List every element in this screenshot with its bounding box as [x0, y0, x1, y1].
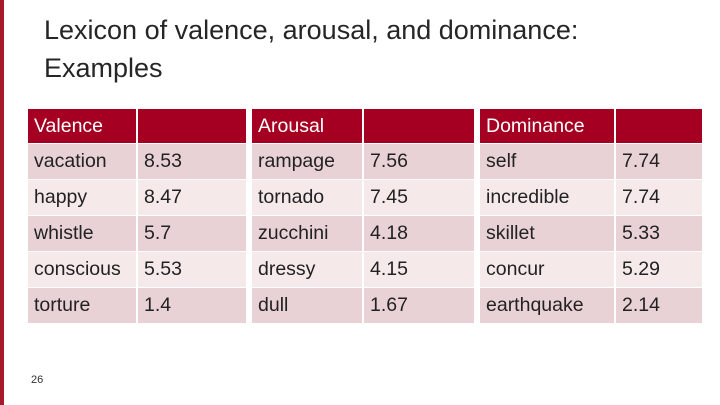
arousal-word: dull: [252, 288, 362, 323]
header-arousal: Arousal: [252, 109, 362, 143]
left-accent-rule: [0, 0, 4, 405]
dominance-score: 7.74: [616, 180, 702, 215]
dominance-word: concur: [480, 252, 614, 287]
header-valence-score: [138, 109, 246, 143]
slide-title-line-1: Lexicon of valence, arousal, and dominan…: [44, 15, 579, 45]
column-gap: [476, 288, 478, 323]
dominance-word: earthquake: [480, 288, 614, 323]
arousal-word: zucchini: [252, 216, 362, 251]
valence-word: torture: [28, 288, 136, 323]
dominance-word: incredible: [480, 180, 614, 215]
dominance-score: 5.29: [616, 252, 702, 287]
slide-title-line-2: Examples: [44, 53, 163, 83]
table-row: torture 1.4 dull 1.67 earthquake 2.14: [28, 288, 702, 323]
valence-word: vacation: [28, 144, 136, 179]
lexicon-table: Valence Arousal Dominance vacation 8.53 …: [26, 108, 704, 324]
arousal-score: 4.15: [364, 252, 474, 287]
column-gap: [476, 109, 478, 143]
column-gap: [476, 252, 478, 287]
valence-score: 5.7: [138, 216, 246, 251]
column-gap: [248, 216, 250, 251]
arousal-score: 7.45: [364, 180, 474, 215]
arousal-word: rampage: [252, 144, 362, 179]
valence-word: happy: [28, 180, 136, 215]
column-gap: [248, 109, 250, 143]
valence-score: 8.47: [138, 180, 246, 215]
valence-score: 1.4: [138, 288, 246, 323]
table-row: vacation 8.53 rampage 7.56 self 7.74: [28, 144, 702, 179]
column-gap: [476, 216, 478, 251]
valence-score: 8.53: [138, 144, 246, 179]
dominance-score: 5.33: [616, 216, 702, 251]
header-dominance-score: [616, 109, 702, 143]
dominance-score: 7.74: [616, 144, 702, 179]
column-gap: [476, 180, 478, 215]
arousal-score: 1.67: [364, 288, 474, 323]
column-gap: [248, 144, 250, 179]
slide-title: Lexicon of valence, arousal, and dominan…: [44, 11, 704, 87]
valence-score: 5.53: [138, 252, 246, 287]
dominance-word: self: [480, 144, 614, 179]
header-arousal-score: [364, 109, 474, 143]
valence-word: conscious: [28, 252, 136, 287]
valence-word: whistle: [28, 216, 136, 251]
table-row: whistle 5.7 zucchini 4.18 skillet 5.33: [28, 216, 702, 251]
table-row: conscious 5.53 dressy 4.15 concur 5.29: [28, 252, 702, 287]
column-gap: [248, 180, 250, 215]
dominance-score: 2.14: [616, 288, 702, 323]
arousal-word: tornado: [252, 180, 362, 215]
table-header-row: Valence Arousal Dominance: [28, 109, 702, 143]
arousal-word: dressy: [252, 252, 362, 287]
column-gap: [248, 288, 250, 323]
header-valence: Valence: [28, 109, 136, 143]
page-number: 26: [31, 374, 44, 386]
arousal-score: 7.56: [364, 144, 474, 179]
column-gap: [248, 252, 250, 287]
header-dominance: Dominance: [480, 109, 614, 143]
table-row: happy 8.47 tornado 7.45 incredible 7.74: [28, 180, 702, 215]
dominance-word: skillet: [480, 216, 614, 251]
column-gap: [476, 144, 478, 179]
arousal-score: 4.18: [364, 216, 474, 251]
